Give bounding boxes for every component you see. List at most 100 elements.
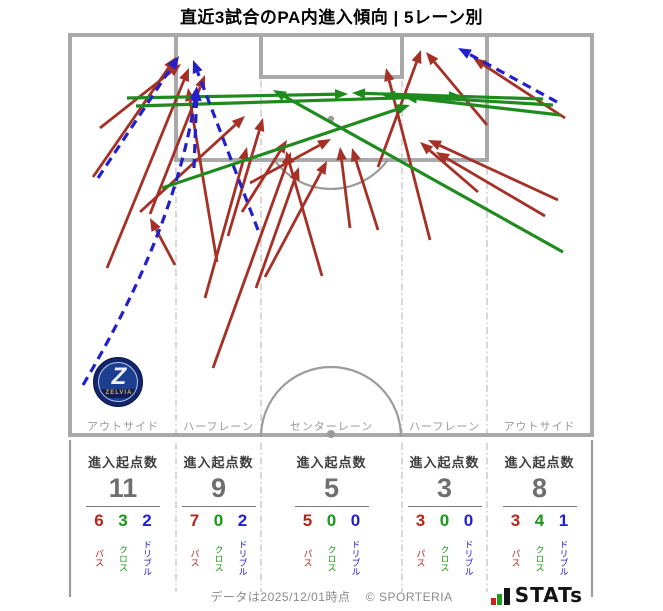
pass-arrow [433, 61, 489, 126]
lane-stat-column: 進入起点数 11 6 パス 3 クロス 2 ドリブル [70, 441, 176, 595]
stat-cell: 1 ドリブル [556, 512, 571, 584]
stat-cell: 4 クロス [532, 512, 547, 584]
kickoff-spot [327, 430, 335, 438]
stat-cell: 7 パス [187, 512, 202, 584]
stat-label: クロス [439, 544, 450, 572]
pass-arrow [340, 159, 352, 229]
dribble-arrow [192, 100, 199, 169]
stat-cell: 6 パス [92, 512, 107, 584]
stat-label: パス [510, 549, 521, 567]
pass-arrow-head [150, 218, 161, 232]
club-badge: Z ZELVIA [93, 357, 143, 407]
stat-label: ドリブル [463, 540, 474, 576]
dribble-arrow [81, 98, 197, 386]
cross-arrow [283, 94, 564, 254]
lane-label-1: ハーフレーン [183, 421, 254, 433]
stat-label: クロス [118, 544, 128, 572]
pass-arrow-head [336, 147, 347, 161]
pass-arrow [387, 80, 432, 241]
table-dividers [175, 443, 488, 592]
lane-stat-column: 進入起点数 9 7 パス 0 クロス 2 ドリブル [176, 441, 261, 595]
dribble-arrow [196, 71, 260, 231]
club-badge-initial: Z [111, 363, 127, 390]
pass-arrow-head [428, 140, 442, 151]
divider-rule [181, 506, 256, 507]
stat-value: 2 [142, 511, 152, 530]
pass-arrow [91, 66, 170, 178]
pass-arrow [263, 171, 323, 278]
entry-origin-total: 11 [108, 473, 138, 503]
stat-cell: 0 クロス [211, 512, 226, 584]
entry-origin-total: 5 [323, 473, 340, 503]
stat-label: ドリブル [350, 540, 361, 576]
lane-stat-column: 進入起点数 3 3 パス 0 クロス 0 ドリブル [402, 441, 487, 595]
lane-label-0: アウトサイド [87, 421, 159, 433]
stats-logo: STATs [490, 583, 583, 607]
dribble-arrow-head [192, 60, 203, 74]
stat-value: 3 [118, 511, 128, 530]
entry-origin-total: 3 [436, 473, 453, 503]
dribble-arrow-head [167, 56, 179, 70]
pass-arrow-head [317, 139, 331, 150]
bar-chart-icon [490, 588, 510, 607]
stat-cell: 0 クロス [437, 512, 452, 584]
stat-label: パス [415, 549, 426, 567]
pass-arrow-head [179, 68, 189, 83]
pass-arrow [99, 70, 172, 130]
pass-arrows [91, 50, 566, 369]
table-borders [68, 440, 594, 597]
entry-origin-total: 8 [531, 473, 548, 503]
stat-value: 4 [534, 511, 545, 530]
cross-arrow-head [334, 89, 348, 100]
pass-arrow [354, 159, 380, 231]
column-header: 進入起点数 [409, 455, 480, 470]
column-header: 進入起点数 [296, 455, 367, 470]
copyright: © SPORTERIA [365, 590, 453, 604]
dribble-arrow-head [458, 48, 472, 59]
stat-value: 0 [213, 511, 224, 530]
stat-cell: 0 ドリブル [348, 512, 363, 584]
column-header: 進入起点数 [183, 455, 254, 470]
cross-arrows [126, 88, 564, 254]
data-date-note: データは2025/12/01時点 [210, 590, 351, 604]
stat-label: パス [189, 549, 200, 567]
cross-arrow [416, 96, 561, 117]
cross-arrow [126, 92, 336, 100]
divider-rule [502, 506, 577, 507]
stat-cell: 2 ドリブル [140, 512, 155, 584]
stat-value: 6 [94, 511, 104, 530]
cross-arrow-head [382, 90, 396, 101]
cross-arrow-head [396, 104, 410, 115]
pass-arrow [188, 100, 219, 263]
pass-arrow [211, 163, 288, 369]
lane-label-2: センターレーン [289, 421, 374, 433]
stat-label: クロス [326, 544, 337, 572]
stat-value: 3 [415, 511, 426, 530]
pass-arrow [439, 144, 559, 202]
stat-value: 3 [510, 511, 521, 530]
stat-value: 0 [350, 511, 361, 530]
pass-arrow-head [420, 142, 434, 155]
stat-cell: 2 ドリブル [235, 512, 250, 584]
lane-stat-column: 進入起点数 5 5 パス 0 クロス 0 ドリブル [261, 441, 402, 595]
stat-cell: 5 パス [300, 512, 315, 584]
dribble-arrow [96, 65, 174, 179]
pass-arrow-head [411, 50, 422, 64]
stat-value: 7 [189, 511, 200, 530]
pass-arrow-head [316, 161, 327, 175]
divider-rule [294, 506, 369, 507]
cross-arrow [161, 107, 399, 190]
club-badge-inner: Z ZELVIA [98, 362, 138, 402]
cross-arrow [394, 94, 554, 107]
pass-arrow [203, 159, 245, 299]
stat-value: 0 [326, 511, 337, 530]
pass-arrow [105, 79, 186, 269]
pass-arrow [226, 130, 261, 237]
stat-label: クロス [534, 544, 545, 572]
stat-value: 1 [558, 511, 569, 530]
stat-label: パス [302, 549, 313, 567]
pass-arrow-head [426, 52, 439, 66]
pass-arrow [446, 157, 546, 218]
stat-value: 5 [302, 511, 313, 530]
